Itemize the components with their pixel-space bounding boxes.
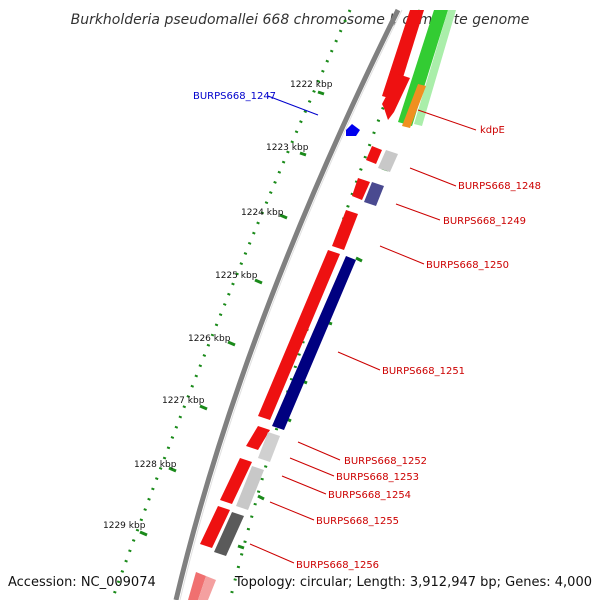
backbone-highlight bbox=[179, 9, 403, 600]
cds-feature-1249[interactable] bbox=[352, 178, 370, 200]
outer-tick-ring bbox=[110, 9, 352, 600]
feature-1254-gray[interactable] bbox=[236, 466, 264, 510]
gene-label-burps668-1254[interactable]: BURPS668_1254 bbox=[328, 490, 411, 501]
tick-label-1224: 1224 kbp bbox=[241, 208, 284, 218]
gene-label-burps668-1248[interactable]: BURPS668_1248 bbox=[458, 181, 541, 192]
gene-label-burps668-1255[interactable]: BURPS668_1255 bbox=[316, 516, 399, 527]
cds-feature-1250[interactable] bbox=[332, 210, 358, 250]
gene-label-kdpe[interactable]: kdpE bbox=[480, 125, 505, 136]
tick-label-1225: 1225 kbp bbox=[215, 271, 258, 281]
cds-feature-kdpE[interactable] bbox=[382, 74, 410, 120]
backbone-arc bbox=[173, 8, 401, 600]
green-feature-band-light bbox=[414, 10, 456, 126]
gene-label-burps668-1250[interactable]: BURPS668_1250 bbox=[426, 260, 509, 271]
tick-marks bbox=[139, 90, 325, 537]
tick-label-1227: 1227 kbp bbox=[162, 396, 205, 406]
red-cds-track bbox=[188, 10, 424, 600]
feature-1252-gray[interactable] bbox=[258, 432, 280, 462]
gene-label-burps668-1251[interactable]: BURPS668_1251 bbox=[382, 366, 465, 377]
gene-label-burps668-1247[interactable]: BURPS668_1247 bbox=[193, 91, 276, 102]
tick-label-1223: 1223 kbp bbox=[266, 143, 309, 153]
cds-feature-1256[interactable] bbox=[188, 572, 206, 600]
tick-label-1222: 1222 kbp bbox=[290, 80, 333, 90]
cds-feature-1252[interactable] bbox=[246, 426, 270, 450]
feature-1255-darkgray[interactable] bbox=[214, 512, 244, 556]
feature-1249-slate[interactable] bbox=[364, 182, 384, 206]
leader-lines bbox=[249, 95, 477, 564]
cds-feature-1254[interactable] bbox=[220, 458, 252, 504]
cds-feature-1255[interactable] bbox=[200, 506, 230, 548]
topology-text: Topology: circular; Length: 3,912,947 bp… bbox=[234, 575, 592, 590]
feature-1247-marker[interactable] bbox=[346, 124, 360, 136]
tick-label-1226: 1226 kbp bbox=[188, 334, 231, 344]
feature-1251-navy[interactable] bbox=[272, 256, 356, 430]
tick-label-1228: 1228 kbp bbox=[134, 460, 177, 470]
feature-1248-gray[interactable] bbox=[378, 150, 398, 172]
orange-feature bbox=[402, 84, 426, 128]
gene-label-burps668-1252[interactable]: BURPS668_1252 bbox=[344, 456, 427, 467]
cds-feature-kdpE-region[interactable] bbox=[382, 10, 424, 100]
gene-label-burps668-1249[interactable]: BURPS668_1249 bbox=[443, 216, 526, 227]
map-title: Burkholderia pseudomallei 668 chromosome… bbox=[71, 12, 530, 28]
cds-feature-1251[interactable] bbox=[258, 250, 340, 420]
gene-label-burps668-1256[interactable]: BURPS668_1256 bbox=[296, 560, 379, 571]
tick-label-1229: 1229 kbp bbox=[103, 521, 146, 531]
accession-text: Accession: NC_009074 bbox=[8, 575, 156, 590]
green-feature-band bbox=[398, 10, 448, 126]
feature-1256-pink[interactable] bbox=[198, 576, 216, 600]
gene-label-burps668-1253[interactable]: BURPS668_1253 bbox=[336, 472, 419, 483]
cds-feature-1248[interactable] bbox=[366, 146, 382, 164]
